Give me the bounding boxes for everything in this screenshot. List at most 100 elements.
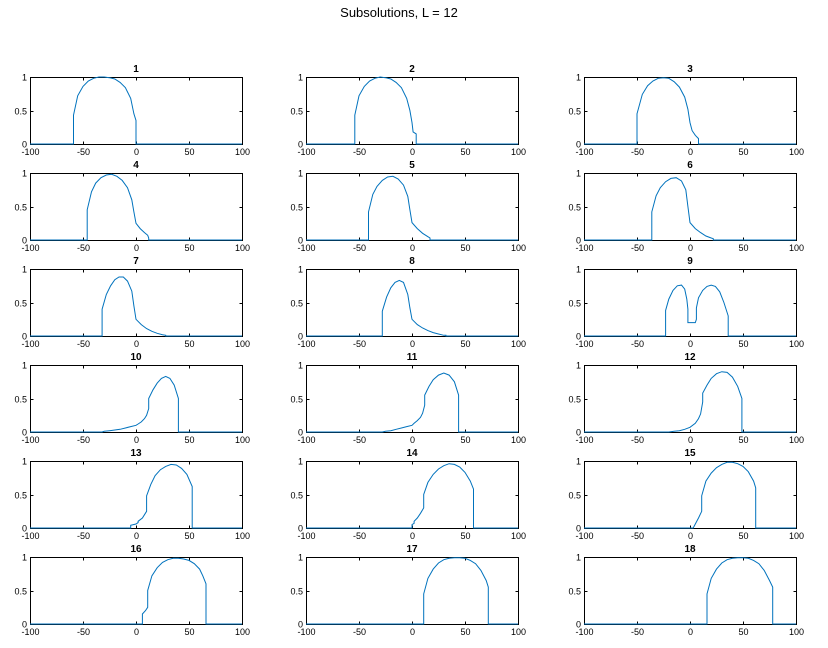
y-tick-label: 1 (298, 553, 303, 563)
y-tick-label: 1 (22, 265, 27, 275)
y-tick-label: 1 (298, 361, 303, 371)
x-tick-label: -50 (353, 243, 366, 253)
y-tick-label: 0.5 (14, 107, 27, 117)
y-tick-label: 1 (298, 169, 303, 179)
y-tick-label: 1 (298, 265, 303, 275)
x-tick-label: 50 (460, 339, 470, 349)
series-line (584, 77, 796, 145)
axes-box (30, 461, 243, 529)
y-tick-label: 1 (576, 169, 581, 179)
axes-box (584, 461, 797, 529)
subplot-12: 12 -100 -50 0 50 100 0 0.5 1 (568, 352, 804, 445)
x-tick-label: -100 (575, 243, 593, 253)
x-tick-label: -100 (21, 243, 39, 253)
y-tick-label: 0 (576, 620, 581, 630)
x-tick-label: -100 (21, 531, 39, 541)
x-tick-label: 100 (789, 627, 804, 637)
x-tick-label: 50 (184, 627, 194, 637)
subplot-title: 12 (684, 352, 696, 363)
subplot-title: 17 (406, 544, 418, 555)
y-tick-label: 0 (22, 428, 27, 438)
y-tick-label: 1 (576, 361, 581, 371)
x-tick-label: -50 (77, 243, 90, 253)
subplot-6: 6 -100 -50 0 50 100 0 0.5 1 (568, 160, 804, 253)
x-tick-label: 100 (789, 147, 804, 157)
x-tick-label: 0 (688, 435, 693, 445)
axes-box (306, 365, 519, 433)
x-tick-label: 0 (688, 243, 693, 253)
x-tick-label: -50 (631, 627, 644, 637)
x-tick-label: -100 (297, 243, 315, 253)
subplot-1: 1 -100 -50 0 50 100 0 0.5 1 (14, 64, 250, 157)
y-tick-label: 0 (298, 332, 303, 342)
axes-box (30, 365, 243, 433)
x-tick-label: 100 (511, 339, 526, 349)
subplot-11: 11 -100 -50 0 50 100 0 0.5 1 (290, 352, 526, 445)
series-line (30, 76, 242, 145)
series-line (306, 175, 518, 241)
y-tick-label: 1 (576, 553, 581, 563)
y-tick-label: 0 (298, 428, 303, 438)
y-tick-label: 0.5 (568, 491, 581, 501)
y-tick-label: 0 (22, 140, 27, 150)
x-tick-label: 0 (410, 147, 415, 157)
x-tick-label: -100 (297, 339, 315, 349)
y-tick-label: 0 (576, 428, 581, 438)
y-tick-label: 1 (22, 73, 27, 83)
x-tick-label: 0 (688, 339, 693, 349)
y-tick-label: 0 (298, 524, 303, 534)
subplot-title: 8 (409, 256, 415, 267)
x-tick-label: 100 (235, 435, 250, 445)
x-tick-label: -50 (631, 147, 644, 157)
x-tick-label: 0 (134, 147, 139, 157)
subplot-title: 18 (684, 544, 696, 555)
subplot-3: 3 -100 -50 0 50 100 0 0.5 1 (568, 64, 804, 157)
y-tick-label: 0 (298, 620, 303, 630)
series-line (30, 375, 242, 433)
x-tick-label: -100 (21, 627, 39, 637)
x-tick-label: -50 (77, 435, 90, 445)
subplot-title: 4 (133, 160, 139, 171)
y-tick-label: 0.5 (14, 491, 27, 501)
subplot-title: 3 (687, 64, 693, 75)
x-tick-label: 0 (410, 531, 415, 541)
x-tick-label: 100 (235, 147, 250, 157)
y-tick-label: 1 (22, 553, 27, 563)
figure-title: Subsolutions, L = 12 (340, 5, 458, 20)
series-line (584, 284, 796, 337)
subplot-title: 1 (133, 64, 139, 75)
y-tick-label: 0 (576, 140, 581, 150)
x-tick-label: 100 (789, 339, 804, 349)
y-tick-label: 0.5 (568, 107, 581, 117)
x-tick-label: 50 (738, 147, 748, 157)
y-tick-label: 0.5 (14, 299, 27, 309)
subplot-17: 17 -100 -50 0 50 100 0 0.5 1 (290, 544, 526, 637)
x-tick-label: -50 (77, 339, 90, 349)
subplot-title: 9 (687, 256, 693, 267)
series-line (584, 177, 796, 241)
x-tick-label: 100 (235, 531, 250, 541)
x-tick-label: -50 (631, 435, 644, 445)
subplot-title: 7 (133, 256, 139, 267)
x-tick-label: 100 (789, 435, 804, 445)
axes-box (306, 269, 519, 337)
x-tick-label: 50 (460, 627, 470, 637)
x-tick-label: 50 (184, 531, 194, 541)
axes-box (584, 173, 797, 241)
axes-box (30, 173, 243, 241)
x-tick-label: 0 (688, 147, 693, 157)
y-tick-label: 0.5 (568, 299, 581, 309)
axes-box (306, 461, 519, 529)
y-tick-label: 1 (298, 457, 303, 467)
subplot-title: 10 (130, 352, 142, 363)
x-tick-label: 0 (410, 339, 415, 349)
series-line (30, 276, 242, 337)
x-tick-label: -50 (353, 627, 366, 637)
x-tick-label: -100 (575, 147, 593, 157)
x-tick-label: 0 (134, 339, 139, 349)
x-tick-label: 50 (460, 147, 470, 157)
series-line (306, 557, 518, 625)
x-tick-label: 50 (460, 243, 470, 253)
